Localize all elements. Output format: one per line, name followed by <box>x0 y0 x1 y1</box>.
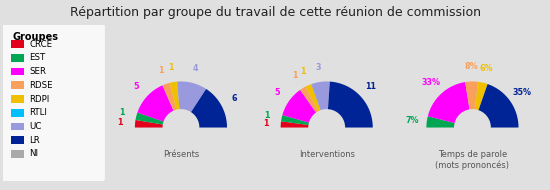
Text: 1: 1 <box>263 119 269 128</box>
Text: 35%: 35% <box>513 88 531 97</box>
Text: SER: SER <box>29 67 46 76</box>
Polygon shape <box>426 116 455 127</box>
Polygon shape <box>300 87 318 112</box>
Text: 5: 5 <box>274 88 280 97</box>
Bar <box>11 136 24 144</box>
Text: NI: NI <box>29 149 38 158</box>
Polygon shape <box>475 82 488 110</box>
Text: 1: 1 <box>118 118 123 127</box>
Bar <box>11 150 24 158</box>
Text: 6: 6 <box>232 94 237 103</box>
Text: 7%: 7% <box>405 116 419 124</box>
Text: 3: 3 <box>316 63 321 72</box>
FancyBboxPatch shape <box>2 23 106 182</box>
Text: Présents: Présents <box>163 150 199 159</box>
Bar <box>11 54 24 62</box>
Polygon shape <box>305 84 321 111</box>
Polygon shape <box>135 112 163 124</box>
Text: 11: 11 <box>366 82 377 90</box>
Text: Interventions: Interventions <box>299 150 355 159</box>
Text: 5: 5 <box>134 82 139 91</box>
Bar <box>11 40 24 48</box>
Polygon shape <box>169 82 179 110</box>
Text: RDPI: RDPI <box>29 94 50 104</box>
Text: 1: 1 <box>119 108 125 117</box>
Text: RDSE: RDSE <box>29 81 53 90</box>
Text: 8%: 8% <box>465 62 478 71</box>
Polygon shape <box>138 85 174 122</box>
Bar <box>11 109 24 117</box>
Bar <box>11 81 24 89</box>
Text: 1: 1 <box>158 66 164 74</box>
Polygon shape <box>162 83 177 111</box>
Polygon shape <box>177 82 206 112</box>
Polygon shape <box>465 82 478 109</box>
Text: 1: 1 <box>168 63 174 72</box>
Bar <box>11 95 24 103</box>
Text: 1: 1 <box>265 111 270 120</box>
Text: EST: EST <box>29 53 46 62</box>
Text: Répartition par groupe du travail de cette réunion de commission: Répartition par groupe du travail de cet… <box>69 6 481 19</box>
Polygon shape <box>282 90 316 123</box>
Text: UC: UC <box>29 122 42 131</box>
Text: Groupes: Groupes <box>13 32 59 42</box>
Text: CRCE: CRCE <box>29 40 52 49</box>
Text: 1: 1 <box>300 67 305 76</box>
Bar <box>11 123 24 130</box>
Text: 1: 1 <box>293 71 298 80</box>
Polygon shape <box>328 82 373 127</box>
Polygon shape <box>281 115 309 125</box>
Polygon shape <box>311 82 330 110</box>
Polygon shape <box>428 82 470 123</box>
Polygon shape <box>135 120 163 127</box>
Text: 33%: 33% <box>422 78 441 87</box>
Bar <box>11 68 24 75</box>
Text: 6%: 6% <box>480 64 493 73</box>
Text: LR: LR <box>29 136 40 145</box>
Polygon shape <box>280 121 309 127</box>
Text: RTLI: RTLI <box>29 108 47 117</box>
Polygon shape <box>191 89 227 127</box>
Text: Temps de parole
(mots prononcés): Temps de parole (mots prononcés) <box>436 150 509 170</box>
Text: 4: 4 <box>193 64 199 73</box>
Polygon shape <box>478 84 519 127</box>
